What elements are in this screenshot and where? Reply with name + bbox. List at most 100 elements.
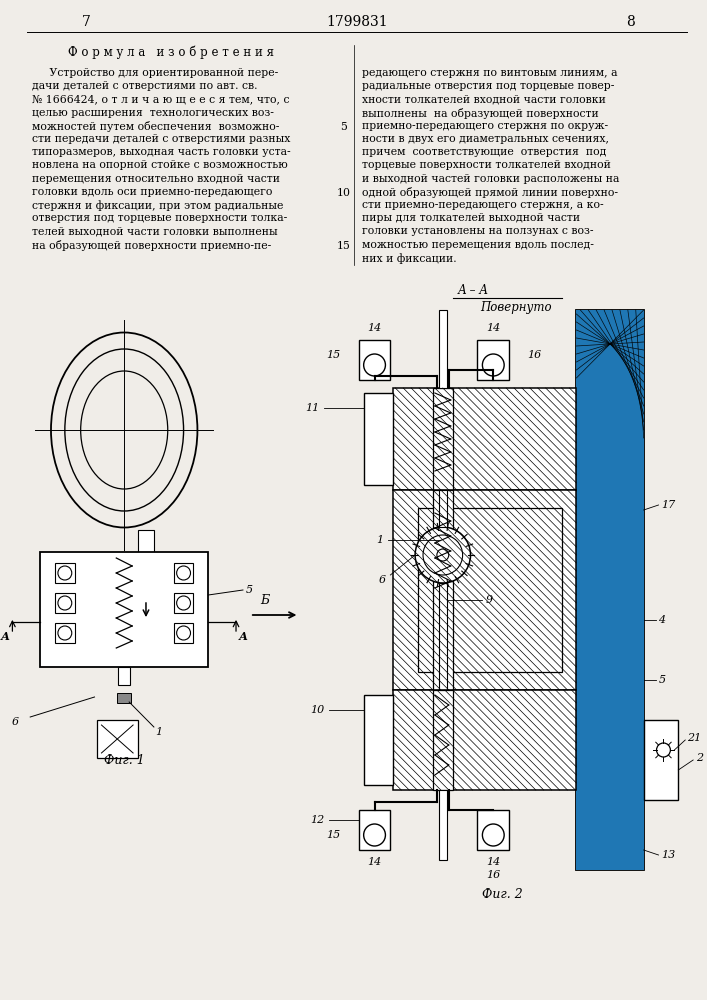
Bar xyxy=(433,690,452,790)
Text: № 1666424, о т л и ч а ю щ е е с я тем, что, с: № 1666424, о т л и ч а ю щ е е с я тем, … xyxy=(33,94,290,104)
Bar xyxy=(358,340,390,380)
Text: торцевые поверхности толкателей входной: торцевые поверхности толкателей входной xyxy=(362,160,611,170)
Text: 15: 15 xyxy=(337,241,351,251)
Text: 17: 17 xyxy=(662,500,676,510)
Bar xyxy=(55,593,75,613)
Text: причем  соответствующие  отверстия  под: причем соответствующие отверстия под xyxy=(362,147,606,157)
Bar xyxy=(174,623,194,643)
Text: пиры для толкателей выходной части: пиры для толкателей выходной части xyxy=(362,213,580,223)
Text: А: А xyxy=(1,631,9,642)
Text: телей выходной части головки выполнены: телей выходной части головки выполнены xyxy=(33,226,278,236)
Bar xyxy=(477,340,509,380)
Text: Фиг. 2: Фиг. 2 xyxy=(481,888,522,902)
Text: можностью перемещения вдоль послед-: можностью перемещения вдоль послед- xyxy=(362,240,594,250)
Text: выполнены  на образующей поверхности: выполнены на образующей поверхности xyxy=(362,108,598,119)
Text: 5: 5 xyxy=(341,122,347,132)
Text: целью расширения  технологических воз-: целью расширения технологических воз- xyxy=(33,108,274,118)
Bar xyxy=(393,388,576,490)
Text: и выходной частей головки расположены на: и выходной частей головки расположены на xyxy=(362,174,619,184)
Text: на образующей поверхности приемно-пе-: на образующей поверхности приемно-пе- xyxy=(33,240,271,251)
Text: 10: 10 xyxy=(337,188,351,198)
Text: 10: 10 xyxy=(310,705,324,715)
Text: 8: 8 xyxy=(626,15,635,29)
Bar xyxy=(55,563,75,583)
Text: приемно-передающего стержня по окруж-: приемно-передающего стержня по окруж- xyxy=(362,121,608,131)
Text: 15: 15 xyxy=(327,830,341,840)
Text: 14: 14 xyxy=(368,323,382,333)
Text: 5: 5 xyxy=(658,675,666,685)
Text: 7: 7 xyxy=(82,15,91,29)
Text: 1799831: 1799831 xyxy=(326,15,387,29)
Bar xyxy=(363,393,393,485)
Text: 12: 12 xyxy=(310,815,324,825)
Bar xyxy=(117,693,131,703)
Text: новлена на опорной стойке с возможностью: новлена на опорной стойке с возможностью xyxy=(33,160,288,170)
Text: Устройство для ориентированной пере-: Устройство для ориентированной пере- xyxy=(33,68,279,78)
Bar xyxy=(118,667,130,685)
Bar xyxy=(40,552,209,667)
Text: 21: 21 xyxy=(687,733,701,743)
Text: Б: Б xyxy=(260,593,269,606)
Text: 16: 16 xyxy=(527,350,541,360)
Text: 6: 6 xyxy=(378,575,385,585)
Text: Фиг. 1: Фиг. 1 xyxy=(104,754,145,766)
Text: одной образующей прямой линии поверхно-: одной образующей прямой линии поверхно- xyxy=(362,187,618,198)
Text: 1: 1 xyxy=(376,535,383,545)
Text: сти передачи деталей с отверстиями разных: сти передачи деталей с отверстиями разны… xyxy=(33,134,291,144)
Bar xyxy=(393,490,576,690)
Bar xyxy=(138,530,154,560)
Text: дачи деталей с отверстиями по авт. св.: дачи деталей с отверстиями по авт. св. xyxy=(33,81,257,91)
Text: 1: 1 xyxy=(156,727,163,737)
Polygon shape xyxy=(96,720,138,758)
Text: 15: 15 xyxy=(327,350,341,360)
Text: 2: 2 xyxy=(696,753,703,763)
Circle shape xyxy=(423,535,462,575)
Text: типоразмеров, выходная часть головки уста-: типоразмеров, выходная часть головки уст… xyxy=(33,147,291,157)
Bar xyxy=(174,593,194,613)
Text: 5: 5 xyxy=(246,585,253,595)
Bar xyxy=(439,583,447,690)
Bar xyxy=(439,310,447,388)
Bar xyxy=(643,720,678,800)
Bar xyxy=(418,508,561,672)
Text: сти приемно-передающего стержня, а ко-: сти приемно-передающего стержня, а ко- xyxy=(362,200,603,210)
Bar xyxy=(576,310,643,870)
Text: А – А: А – А xyxy=(457,284,489,296)
Bar xyxy=(439,490,447,527)
Bar xyxy=(576,310,643,870)
Text: Повернуто: Повернуто xyxy=(481,302,552,314)
Text: 9: 9 xyxy=(486,595,493,605)
Bar xyxy=(141,570,151,590)
Text: 14: 14 xyxy=(368,857,382,867)
Text: стержня и фиксации, при этом радиальные: стержня и фиксации, при этом радиальные xyxy=(33,200,284,211)
Bar xyxy=(433,388,452,490)
Text: хности толкателей входной части головки: хности толкателей входной части головки xyxy=(362,94,606,104)
Circle shape xyxy=(415,527,471,583)
Bar xyxy=(393,690,576,790)
Bar xyxy=(433,490,452,690)
Text: головки вдоль оси приемно-передающего: головки вдоль оси приемно-передающего xyxy=(33,187,273,197)
Text: А: А xyxy=(239,631,248,642)
Text: 4: 4 xyxy=(658,615,666,625)
Bar xyxy=(174,563,194,583)
Text: 14: 14 xyxy=(486,323,501,333)
Text: можностей путем обеспечения  возможно-: можностей путем обеспечения возможно- xyxy=(33,121,279,132)
Bar xyxy=(363,695,393,785)
Text: ности в двух его диаметральных сечениях,: ности в двух его диаметральных сечениях, xyxy=(362,134,609,144)
Text: 14: 14 xyxy=(486,857,501,867)
Text: 6: 6 xyxy=(12,717,19,727)
Bar xyxy=(439,790,447,860)
Text: перемещения относительно входной части: перемещения относительно входной части xyxy=(33,174,280,184)
Text: головки установлены на ползунах с воз-: головки установлены на ползунах с воз- xyxy=(362,226,593,236)
Text: редающего стержня по винтовым линиям, а: редающего стержня по винтовым линиям, а xyxy=(362,68,617,78)
Text: 16: 16 xyxy=(486,870,501,880)
Text: 13: 13 xyxy=(662,850,676,860)
Text: них и фиксации.: них и фиксации. xyxy=(362,253,456,264)
Bar xyxy=(358,810,390,850)
Text: 11: 11 xyxy=(305,403,319,413)
Text: Ф о р м у л а   и з о б р е т е н и я: Ф о р м у л а и з о б р е т е н и я xyxy=(68,45,274,59)
Text: радиальные отверстия под торцевые повер-: радиальные отверстия под торцевые повер- xyxy=(362,81,614,91)
Bar xyxy=(477,810,509,850)
Text: отверстия под торцевые поверхности толка-: отверстия под торцевые поверхности толка… xyxy=(33,213,288,223)
Bar xyxy=(55,623,75,643)
